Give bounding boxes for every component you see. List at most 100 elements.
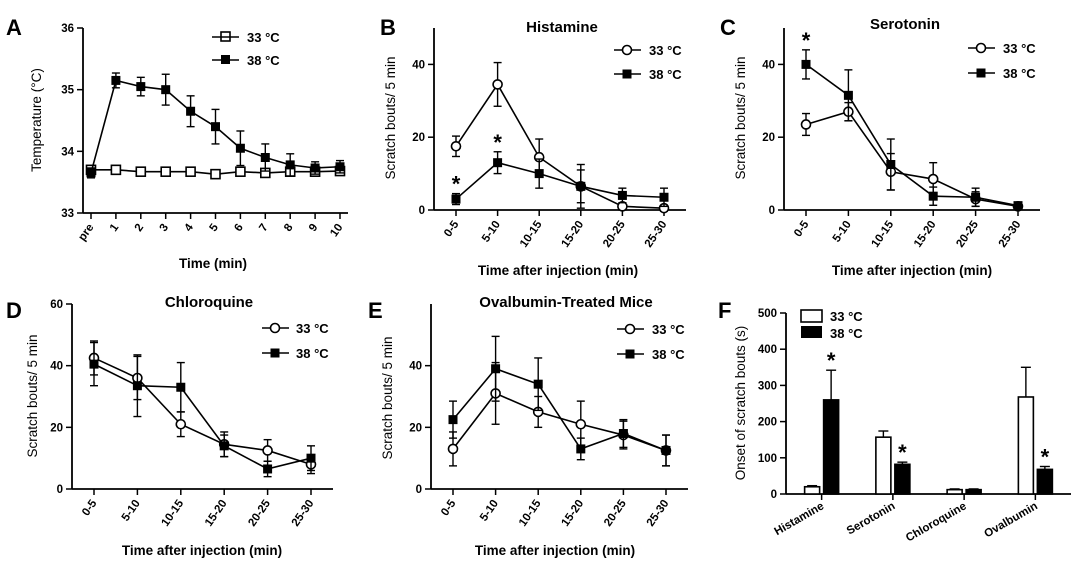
bar-33c: [875, 436, 892, 495]
panel-a: A Time (min) Temperature (°C) 33 °C 38 °…: [6, 15, 348, 271]
point-38c: [89, 359, 99, 369]
x-tick-label: 15-20: [912, 219, 939, 250]
y-tick-label: 20: [412, 132, 425, 144]
point-38c: [132, 381, 142, 391]
y-tick-label: 400: [758, 344, 777, 356]
legend-label-38c: 38 °C: [652, 347, 685, 362]
x-tick-label: 10-15: [870, 218, 897, 249]
panel-c: C Serotonin Time after injection (min) S…: [720, 15, 1040, 278]
panel-title: Serotonin: [870, 16, 940, 33]
bar-38c: [894, 463, 911, 495]
y-axis-label: Scratch bouts/ 5 min: [733, 56, 748, 179]
point-38c: [310, 163, 320, 173]
point-38c: [136, 82, 146, 92]
y-tick-label: 20: [50, 422, 63, 434]
point-38c: [1013, 201, 1023, 211]
y-tick-label: 40: [762, 59, 775, 71]
legend-label-33c: 33 °C: [296, 321, 329, 336]
bar-33c: [803, 485, 821, 495]
series-line-38c: [805, 63, 1019, 207]
x-tick-label: 5-10: [478, 498, 501, 524]
x-tick-label: 20-25: [602, 497, 629, 528]
legend: 33 °C 38 °C: [968, 41, 1036, 81]
legend: 33 °C 38 °C: [800, 309, 863, 341]
point-38c: [843, 90, 853, 100]
point-33c: [160, 166, 171, 177]
y-tick-label: 33: [61, 208, 74, 220]
x-tick-label: 9: [307, 222, 321, 234]
legend-swatch-33c: [800, 309, 823, 323]
legend-swatch-38c: [801, 326, 822, 338]
legend-label-33c: 33 °C: [652, 322, 685, 337]
point-38c: [576, 181, 586, 191]
x-tick-label: 6: [232, 222, 246, 234]
series-line-33c: [455, 82, 665, 209]
bar-38c: [1036, 468, 1054, 495]
y-tick-label: 0: [769, 205, 775, 217]
x-tick-label: 0-5: [792, 218, 812, 239]
legend-label-38c: 38 °C: [296, 346, 329, 361]
point-38c: [659, 192, 669, 202]
point-33c: [210, 168, 221, 180]
panel-letter: D: [6, 298, 22, 323]
bar-38c: [822, 399, 840, 495]
x-tick-label: 20-25: [954, 218, 981, 249]
series-line-33c: [452, 392, 667, 452]
significance-marker: *: [1041, 444, 1050, 469]
series-line-38c: [93, 363, 312, 470]
legend: 33 °C 38 °C: [614, 43, 682, 82]
panel-title: Chloroquine: [165, 294, 253, 311]
y-tick-label: 60: [50, 299, 63, 311]
y-tick-label: 20: [762, 132, 775, 144]
legend-marker-33c: [975, 42, 987, 54]
x-tick-label: 10: [328, 222, 345, 239]
x-tick-label: 15-20: [560, 498, 587, 529]
legend: 33 °C 38 °C: [617, 322, 685, 362]
x-axis-label: Time after injection (min): [475, 543, 635, 558]
point-33c: [492, 79, 503, 90]
point-38c: [86, 168, 96, 178]
x-tick-label: Ovalbumin: [982, 500, 1039, 540]
y-tick-label: 20: [409, 422, 422, 434]
point-33c: [235, 166, 246, 177]
point-33c: [262, 445, 273, 456]
point-38c: [534, 169, 544, 179]
point-38c: [491, 364, 501, 374]
point-33c: [927, 173, 939, 185]
point-38c: [928, 191, 938, 201]
legend-marker-33c: [624, 323, 636, 335]
panel-title: Histamine: [526, 19, 598, 36]
x-tick-label: 4: [183, 221, 197, 234]
x-tick-label: 3: [158, 222, 172, 234]
x-tick-label: Chloroquine: [904, 500, 969, 544]
y-tick-label: 200: [758, 417, 777, 429]
x-tick-label: 0-5: [439, 497, 459, 518]
point-33c: [175, 418, 187, 430]
legend-marker-33c: [621, 44, 633, 56]
point-38c: [211, 122, 220, 132]
legend-label-38c: 38 °C: [247, 53, 280, 68]
y-tick-label: 40: [50, 361, 63, 373]
significance-marker: *: [802, 28, 811, 53]
point-38c: [661, 445, 671, 455]
legend-label-33c: 33 °C: [649, 43, 682, 58]
point-38c: [186, 106, 196, 116]
x-axis-label: Time (min): [179, 256, 247, 271]
point-38c: [335, 162, 345, 172]
x-axis-label: Time after injection (min): [832, 263, 992, 278]
x-tick-label: 5: [207, 221, 221, 234]
series-line-38c: [455, 161, 665, 200]
x-tick-label: 25-30: [290, 498, 317, 529]
panel-letter: B: [380, 15, 396, 40]
legend-marker-38c: [622, 69, 632, 79]
legend-marker-38c: [625, 349, 635, 359]
y-tick-label: 100: [758, 453, 777, 465]
x-tick-label: 2: [133, 222, 147, 234]
point-38c: [306, 453, 316, 463]
legend-marker-38c: [221, 55, 230, 64]
point-38c: [971, 192, 981, 202]
panel-letter: F: [718, 298, 731, 323]
y-axis-label: Scratch bouts/ 5 min: [25, 334, 40, 457]
